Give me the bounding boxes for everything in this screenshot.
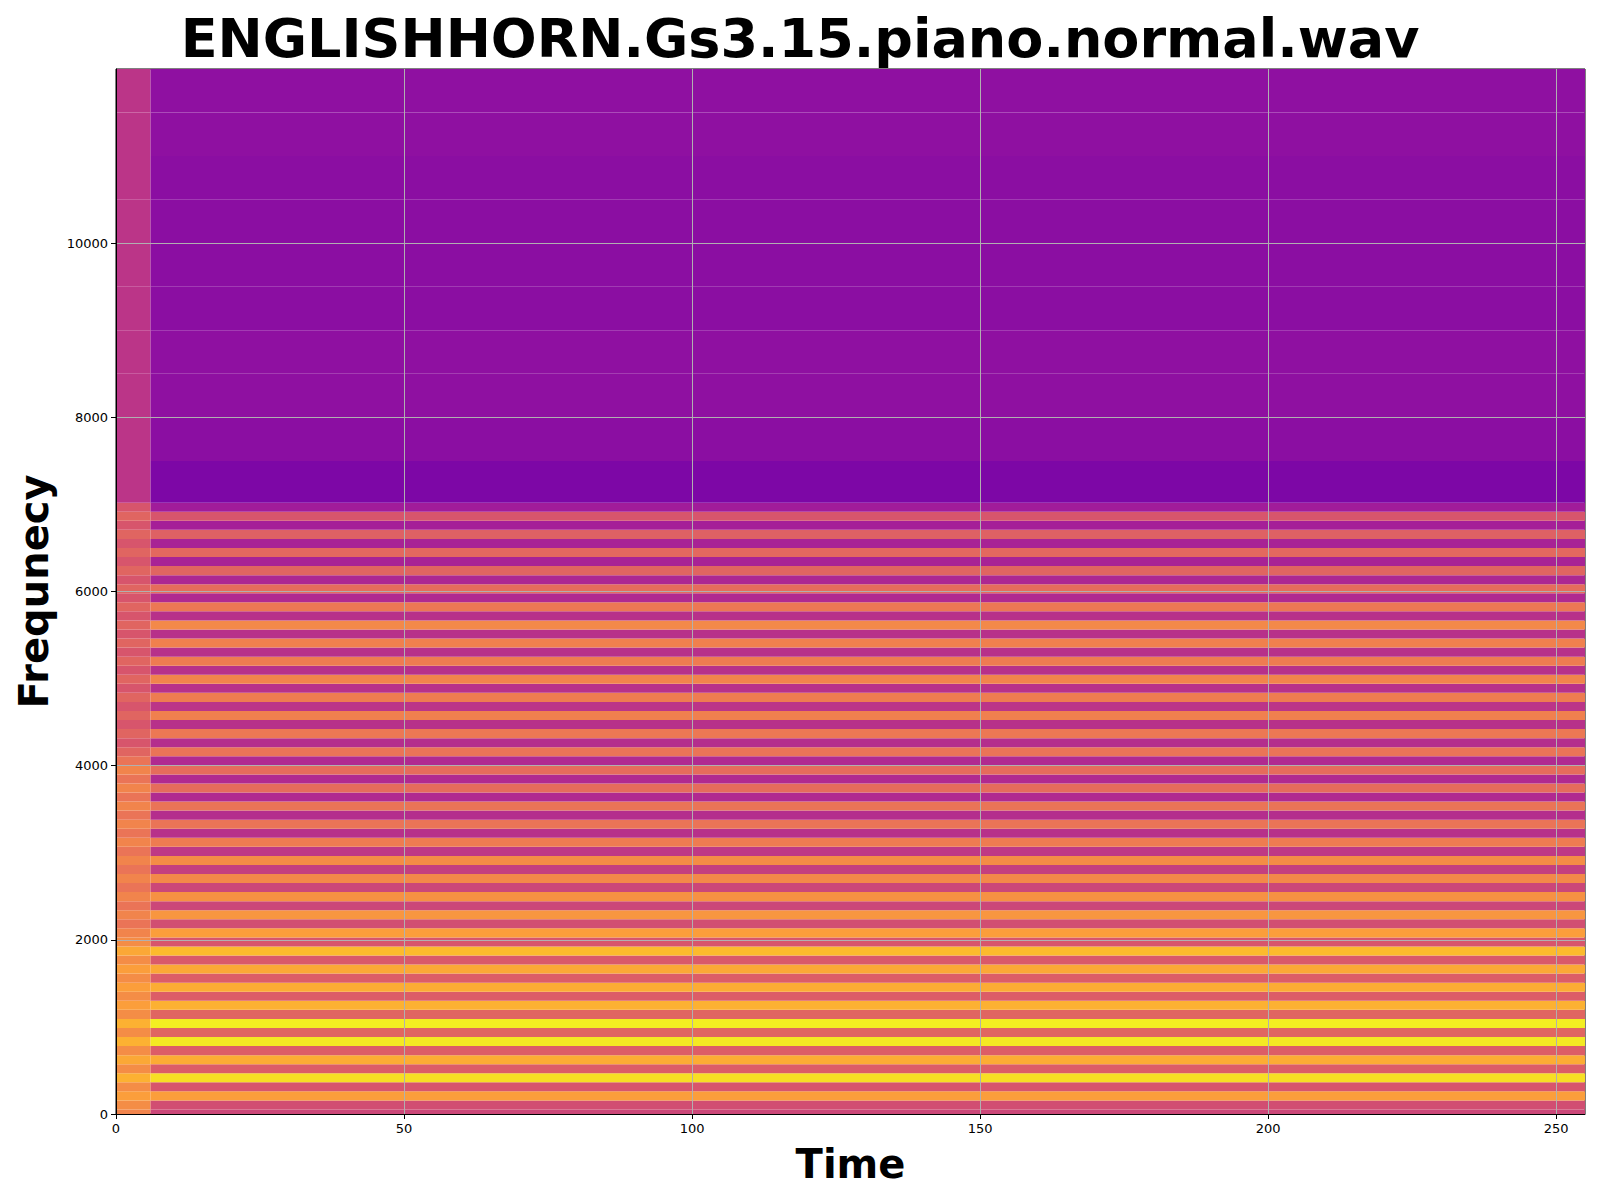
svg-text:2000: 2000 (75, 932, 108, 947)
svg-text:4000: 4000 (75, 758, 108, 773)
svg-text:150: 150 (968, 1121, 993, 1136)
svg-text:Frequnecy: Frequnecy (11, 474, 57, 708)
svg-text:Time: Time (796, 1141, 906, 1187)
svg-text:8000: 8000 (75, 410, 108, 425)
svg-text:100: 100 (680, 1121, 705, 1136)
svg-text:200: 200 (1256, 1121, 1281, 1136)
svg-text:50: 50 (396, 1121, 413, 1136)
svg-text:6000: 6000 (75, 584, 108, 599)
svg-text:0: 0 (112, 1121, 120, 1136)
svg-text:0: 0 (100, 1107, 108, 1122)
svg-text:ENGLISHHORN.Gs3.15.piano.norma: ENGLISHHORN.Gs3.15.piano.normal.wav (181, 7, 1420, 70)
svg-text:250: 250 (1544, 1121, 1569, 1136)
svg-text:10000: 10000 (67, 236, 108, 251)
